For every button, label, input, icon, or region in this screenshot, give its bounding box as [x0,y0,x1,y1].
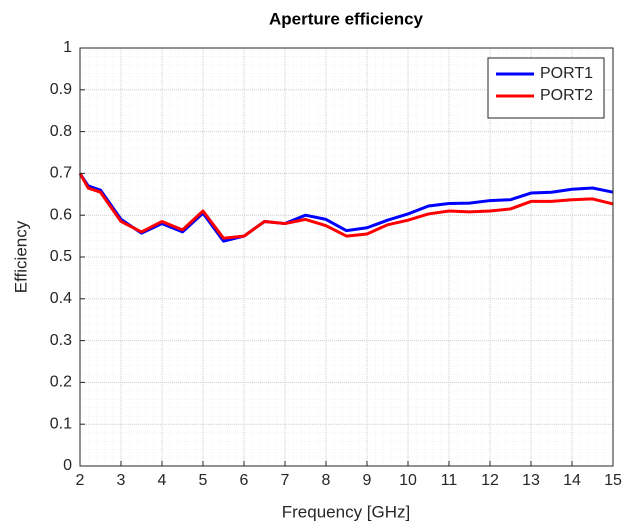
x-tick-label: 11 [441,472,458,489]
legend-label: PORT2 [540,87,593,104]
x-tick-label: 12 [481,472,499,489]
legend-label: PORT1 [540,65,593,82]
x-axis-label: Frequency [GHz] [282,502,411,521]
y-tick-label: 0.6 [50,206,72,223]
y-tick-label: 0.7 [50,165,72,182]
chart-title: Aperture efficiency [269,9,424,28]
legend-box [487,57,605,119]
x-tick-label: 9 [363,472,372,489]
x-tick-label: 7 [281,472,290,489]
x-tick-label: 10 [399,472,417,489]
y-tick-label: 0.1 [50,415,72,432]
y-tick-label: 0.2 [50,374,72,391]
line-series [78,172,614,240]
x-tick-label: 4 [158,472,167,489]
y-tick-label: 0.9 [50,81,72,98]
x-tick-label: 3 [117,472,126,489]
x-tick-label: 15 [604,472,622,489]
y-axis-label: Efficiency [11,220,30,293]
y-tick-label: 1 [63,39,72,56]
y-tick-label: 0.4 [50,290,72,307]
x-tick-label: 5 [199,472,208,489]
x-tick-label: 6 [240,472,249,489]
y-tick-label: 0.3 [50,332,72,349]
x-tick-label: 14 [563,472,581,489]
x-tick-label: 8 [322,472,331,489]
x-tick-label: 13 [522,472,540,489]
y-tick-label: 0.5 [50,248,72,265]
y-tick-label: 0.8 [50,123,72,140]
x-tick-label: 2 [76,472,85,489]
y-tick-label: 0 [63,457,72,474]
